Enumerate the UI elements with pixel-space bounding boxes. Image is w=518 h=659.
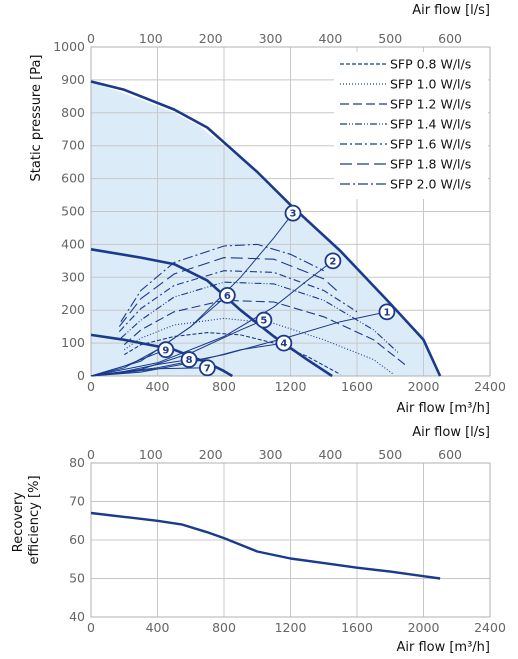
bottom-x2-tick-label: 200 <box>199 447 223 462</box>
top-chart: 1 2 3 4 5 6 78 9 0 100 200 300 400 500 600 700 800 900 10… <box>29 3 506 416</box>
bottom-y-axis-label: Recovery efficiency [%] <box>11 475 42 564</box>
bottom-y-tick-label: 40 <box>69 609 85 624</box>
operating-point-marker: 6 <box>220 288 235 303</box>
top-y-tick-label: 400 <box>61 236 85 251</box>
legend-entry: SFP 0.8 W/l/s <box>390 57 471 72</box>
top-y-tick-label: 300 <box>61 269 85 284</box>
top-x2-tick-labels: 0 100 200 300 400 500 600 <box>87 31 462 46</box>
top-y-tick-label: 500 <box>61 204 85 219</box>
bottom-x2-tick-label: 600 <box>438 447 462 462</box>
top-y-tick-label: 1000 <box>53 39 85 54</box>
legend-entry: SFP 1.0 W/l/s <box>390 77 471 92</box>
legend-entry: SFP 2.0 W/l/s <box>390 177 471 192</box>
marker-label: 9 <box>162 345 169 356</box>
legend: SFP 0.8 W/l/s SFP 1.0 W/l/s SFP 1.2 W/l/s S… <box>334 52 488 199</box>
marker-label: 2 <box>329 256 336 267</box>
bottom-y-tick-label: 70 <box>69 494 85 509</box>
top-x2-tick-label: 100 <box>139 31 163 46</box>
top-y-tick-label: 100 <box>61 335 85 350</box>
operating-point-marker: 9 <box>158 342 173 357</box>
bottom-y-tick-labels: 40 50 60 70 80 <box>69 455 85 624</box>
bottom-y-tick-label: 80 <box>69 455 85 470</box>
top-y-tick-label: 600 <box>61 171 85 186</box>
top-x2-axis-label: Air flow [l/s] <box>412 3 490 18</box>
marker-label: 7 <box>204 363 211 374</box>
top-x2-tick-label: 500 <box>378 31 402 46</box>
bottom-x-tick-labels: 0 400 800 1200 1600 2000 2400 <box>87 620 506 635</box>
operating-point-marker: 7 <box>200 360 215 375</box>
top-x-tick-label: 2400 <box>474 379 506 394</box>
bottom-x-axis-label: Air flow [m³/h] <box>396 640 490 655</box>
bottom-x-tick-label: 1600 <box>341 620 373 635</box>
bottom-x2-tick-label: 300 <box>259 447 283 462</box>
top-x2-tick-label: 600 <box>438 31 462 46</box>
bottom-y-axis-label-line1: Recovery <box>11 492 26 553</box>
top-x-axis-label-text: Air flow [m³/h] <box>396 401 490 416</box>
bottom-x-tick-label: 1200 <box>275 620 307 635</box>
recovery-efficiency-series <box>91 513 440 579</box>
operating-point-marker: 2 <box>325 253 340 268</box>
top-x2-tick-label: 200 <box>199 31 223 46</box>
bottom-x2-tick-label: 0 <box>87 447 95 462</box>
bottom-grid <box>91 463 490 617</box>
operating-point-marker: 4 <box>276 336 291 351</box>
bottom-x2-tick-label: 500 <box>378 447 402 462</box>
top-x-tick-label: 400 <box>146 379 170 394</box>
operating-point-marker: 1 <box>379 304 394 319</box>
bottom-x2-tick-label: 400 <box>318 447 342 462</box>
bottom-y-tick-label: 60 <box>69 532 85 547</box>
operating-point-marker: 5 <box>256 313 271 328</box>
legend-entry: SFP 1.8 W/l/s <box>390 157 471 172</box>
top-x2-tick-label: 400 <box>318 31 342 46</box>
top-x-axis-label: Air flow [m³/h] <box>396 401 490 416</box>
bottom-x-tick-label: 2400 <box>474 620 506 635</box>
top-x-tick-label: 1600 <box>341 379 373 394</box>
marker-label: 5 <box>260 316 267 327</box>
top-x2-tick-label: 300 <box>259 31 283 46</box>
bottom-x2-axis-label: Air flow [l/s] <box>412 425 490 440</box>
marker-label: 6 <box>224 291 231 302</box>
top-y-tick-label: 700 <box>61 138 85 153</box>
top-y-tick-label: 200 <box>61 302 85 317</box>
top-x2-tick-label: 0 <box>87 31 95 46</box>
marker-label: 3 <box>290 209 297 220</box>
legend-entry: SFP 1.2 W/l/s <box>390 97 471 112</box>
top-y-tick-label: 800 <box>61 105 85 120</box>
top-y-axis-label: Static pressure [Pa] <box>29 55 44 182</box>
top-x-tick-label: 2000 <box>408 379 440 394</box>
bottom-x-tick-label: 2000 <box>408 620 440 635</box>
marker-label: 4 <box>280 339 287 350</box>
bottom-y-axis-label-line2: efficiency [%] <box>27 475 42 564</box>
legend-entry: SFP 1.6 W/l/s <box>390 137 471 152</box>
bottom-x-tick-label: 800 <box>212 620 236 635</box>
top-y-tick-labels: 0 100 200 300 400 500 600 700 800 900 1000 <box>53 39 85 383</box>
top-y-tick-label: 0 <box>77 368 85 383</box>
bottom-x2-tick-labels: 0 100 200 300 400 500 600 <box>87 447 462 462</box>
marker-label: 1 <box>383 307 390 318</box>
legend-entry: SFP 1.4 W/l/s <box>390 117 471 132</box>
operating-point-marker: 3 <box>285 206 300 221</box>
bottom-chart: 40 50 60 70 80 0 400 800 1200 1600 2000 2400 0 100 2… <box>11 425 506 655</box>
bottom-y-tick-label: 50 <box>69 571 85 586</box>
top-x-tick-label: 0 <box>87 379 95 394</box>
top-x-tick-label: 1200 <box>275 379 307 394</box>
bottom-x-tick-label: 0 <box>87 620 95 635</box>
top-x-tick-label: 800 <box>212 379 236 394</box>
recovery-efficiency-line <box>91 513 440 579</box>
top-y-tick-label: 900 <box>61 72 85 87</box>
bottom-x-tick-label: 400 <box>146 620 170 635</box>
marker-label: 8 <box>186 355 193 366</box>
top-x-tick-labels: 0 400 800 1200 1600 2000 2400 <box>87 379 506 394</box>
operating-point-marker: 8 <box>182 352 197 367</box>
bottom-x2-tick-label: 100 <box>139 447 163 462</box>
